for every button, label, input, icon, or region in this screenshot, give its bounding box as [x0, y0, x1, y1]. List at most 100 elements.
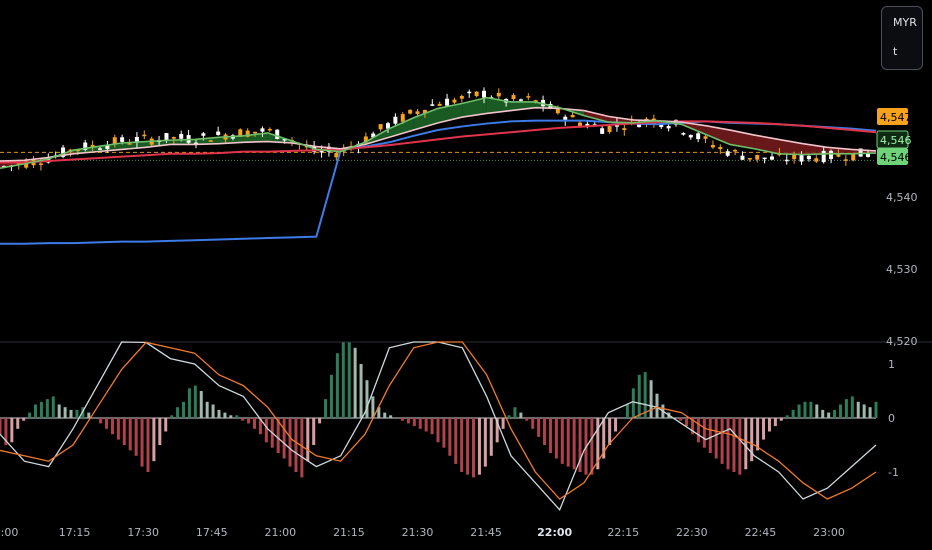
candle-body: [253, 131, 258, 134]
histogram-bar: [791, 409, 795, 418]
histogram-bar: [714, 418, 718, 459]
histogram-bar: [519, 412, 523, 418]
oscillator-axis: 1 0 -1: [888, 358, 899, 479]
histogram-bar: [51, 396, 55, 418]
histogram-bar: [205, 401, 209, 418]
candle-body: [637, 123, 642, 128]
time-tick-label: 17:45: [196, 526, 228, 539]
oscillator-tick-label: 0: [888, 412, 895, 425]
candle-body: [260, 128, 265, 132]
histogram-bar: [543, 418, 547, 445]
histogram-bar: [477, 418, 481, 475]
candle-body: [740, 155, 745, 160]
unit-label: t: [893, 45, 898, 58]
histogram-bar: [45, 399, 49, 418]
histogram-bar: [39, 401, 43, 418]
candle-body: [142, 134, 147, 137]
histogram-bar: [720, 418, 724, 464]
histogram-bar: [347, 342, 351, 418]
histogram-bar: [762, 418, 766, 440]
histogram-bar: [400, 418, 404, 421]
histogram-bar: [738, 418, 742, 475]
candle-body: [600, 128, 605, 134]
candle-body: [725, 151, 730, 156]
oscillator-tick-label: -1: [888, 466, 899, 479]
histogram-bar: [827, 412, 831, 418]
ribbon-segment: [730, 130, 755, 149]
histogram-bar: [63, 407, 67, 418]
candle-body: [105, 144, 110, 150]
histogram-bar: [75, 409, 79, 418]
red-moving-average-line: [0, 120, 877, 164]
time-tick-label: 17:15: [59, 526, 91, 539]
histogram-bar: [679, 418, 683, 421]
oscillator-lines: [0, 341, 877, 512]
candle-body: [829, 150, 834, 160]
ribbon-segment: [705, 125, 730, 145]
histogram-bar: [726, 418, 730, 470]
last-price-badge-label: 4,546: [880, 134, 912, 147]
histogram-bar: [128, 418, 132, 451]
histogram-bar: [424, 418, 428, 432]
histogram-bar: [460, 418, 464, 472]
histogram-bar: [34, 404, 38, 418]
candle-body: [393, 116, 398, 124]
candle-body: [518, 99, 523, 101]
histogram-bar: [531, 418, 535, 429]
candle-body: [666, 126, 671, 129]
histogram-bar: [412, 418, 416, 427]
histogram-bar: [602, 418, 606, 459]
histogram-bar: [193, 385, 197, 418]
candle-body: [179, 133, 184, 139]
oscillator-slow-line: [0, 341, 877, 500]
histogram-bar: [744, 418, 748, 470]
histogram-bar: [4, 418, 8, 445]
currency-unit-button[interactable]: MYR t: [881, 6, 923, 70]
candle-body: [430, 104, 435, 106]
histogram-bar: [110, 418, 114, 435]
histogram-bar: [614, 418, 618, 432]
last-price-badge-label: 4,546: [880, 151, 912, 164]
candle-body: [563, 116, 568, 121]
candle-body: [710, 144, 715, 148]
ribbon-segment: [389, 117, 414, 138]
candlesticks: [2, 87, 870, 172]
pink-moving-average-line: [0, 106, 877, 162]
candle-body: [733, 149, 738, 152]
candle-body: [866, 153, 870, 157]
candle-body: [120, 137, 125, 142]
histogram-bar: [649, 380, 653, 418]
histogram-bar: [253, 418, 257, 429]
histogram-bar: [750, 418, 754, 462]
histogram-bar: [187, 388, 191, 418]
histogram-bar: [833, 409, 837, 418]
histogram-bar: [158, 418, 162, 445]
histogram-bar: [217, 409, 221, 418]
candle-body: [415, 111, 420, 115]
histogram-bar: [211, 404, 215, 418]
candle-body: [171, 137, 176, 139]
histogram-bar: [785, 415, 789, 418]
histogram-bar: [643, 372, 647, 418]
histogram-bar: [874, 401, 878, 418]
histogram-bar: [383, 412, 387, 418]
ribbon-segment: [413, 108, 438, 131]
histogram-bar: [554, 418, 558, 459]
histogram-bar: [797, 404, 801, 418]
candle-body: [245, 130, 250, 137]
price-tick-label: 4,540: [886, 191, 918, 204]
histogram-bar: [495, 418, 499, 443]
histogram-bar: [572, 418, 576, 470]
histogram-bar: [87, 412, 91, 418]
candle-body: [467, 91, 472, 94]
ribbon-segment: [803, 143, 828, 155]
candle-body: [851, 152, 856, 161]
candle-body: [511, 95, 516, 100]
time-tick-label: 7:00: [0, 526, 18, 539]
histogram-bar: [472, 418, 476, 478]
histogram-bar: [22, 418, 26, 421]
histogram-bar: [454, 418, 458, 464]
candle-body: [459, 95, 464, 99]
histogram-bar: [655, 393, 659, 418]
